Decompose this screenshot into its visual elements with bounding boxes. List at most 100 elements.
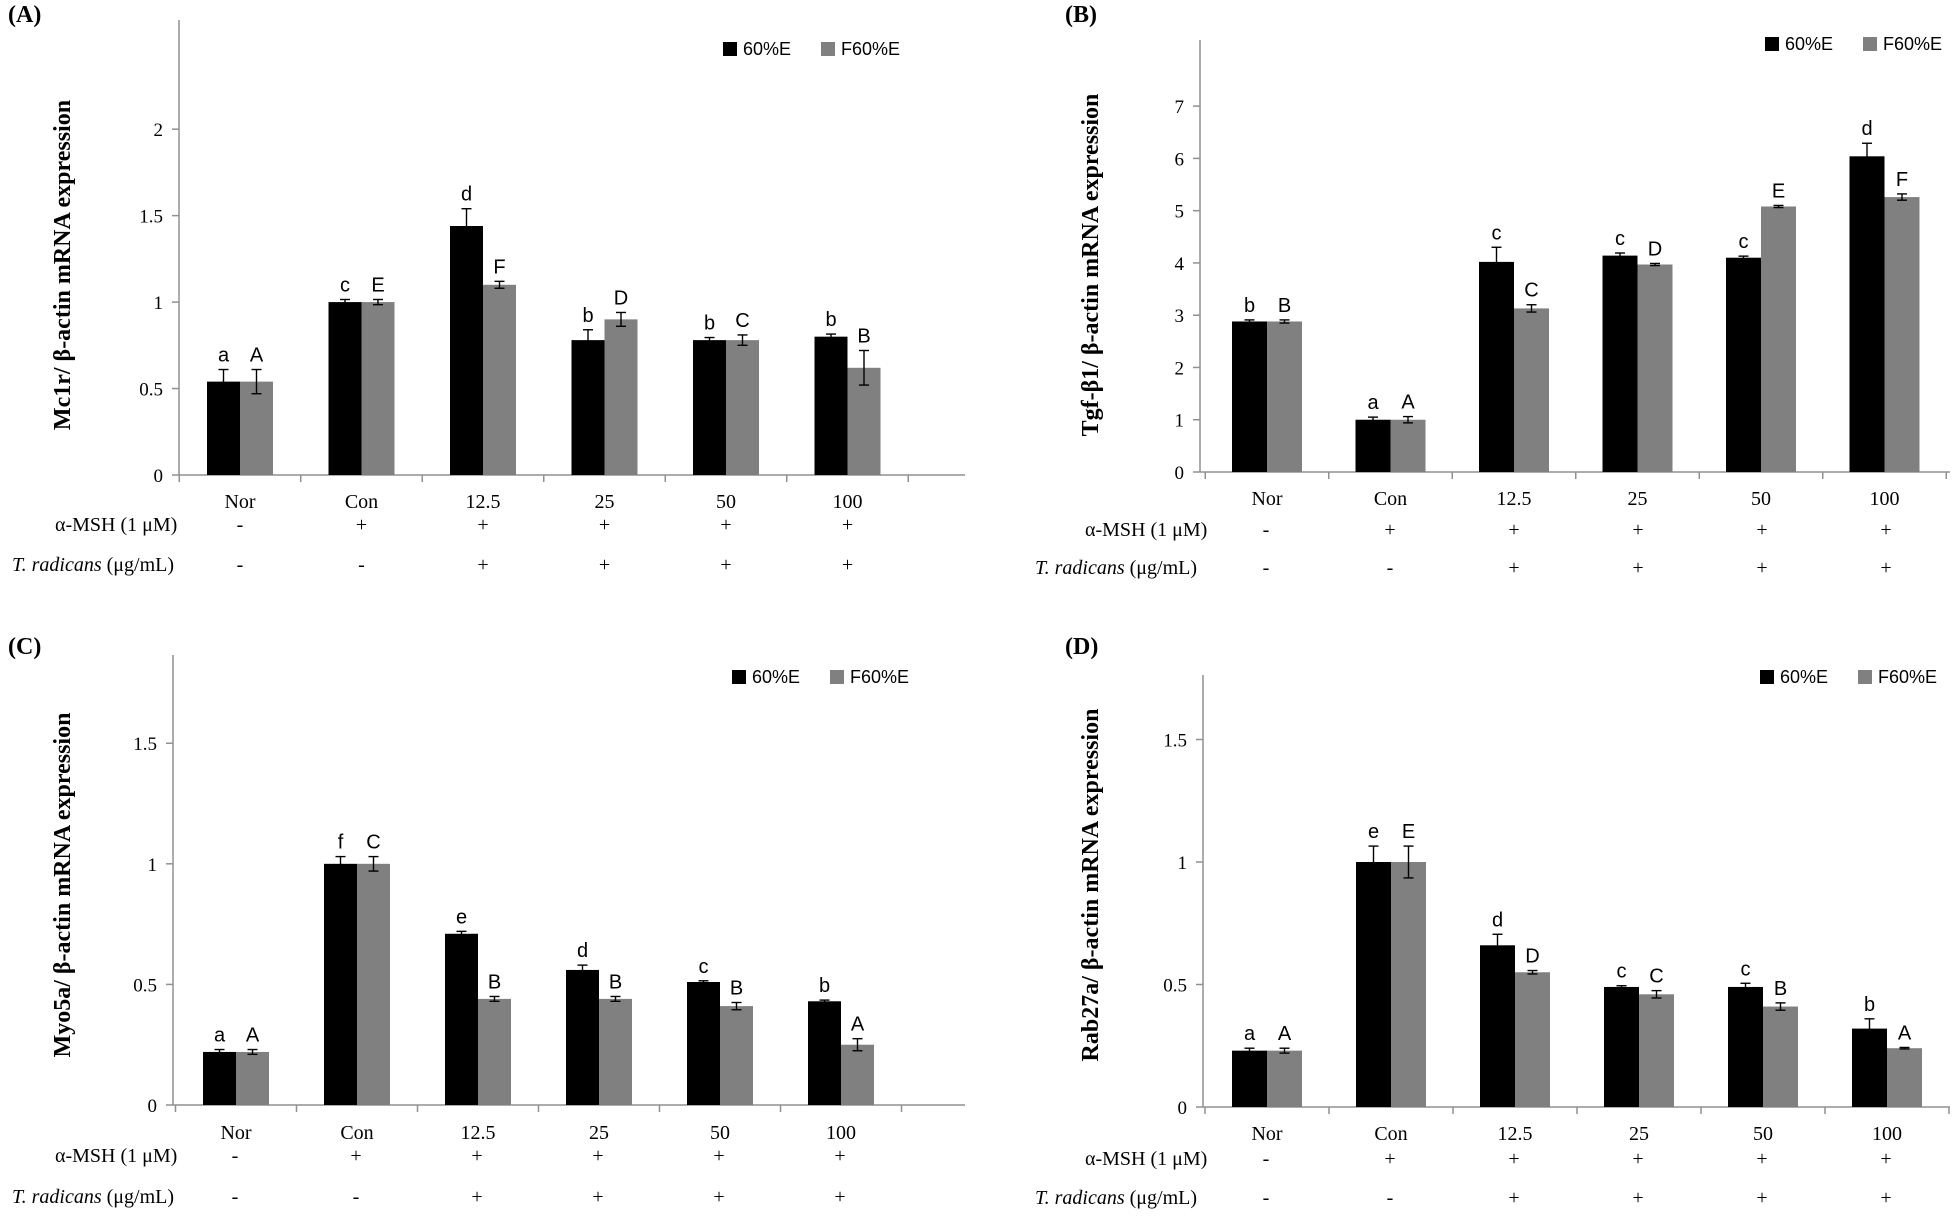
y-tick-label: 0.5 [133,975,157,996]
bar-s2 [1761,206,1796,472]
legend-swatch [1760,670,1774,684]
significance-letter: B [857,326,870,348]
tr-sign: + [1880,1187,1891,1209]
tr-sign: + [834,1186,845,1208]
tr-sign: - [1263,557,1270,579]
bar-s1 [328,302,362,475]
bar-s1 [687,982,720,1105]
tr-row-label: T. radicans (μg/mL) [12,1186,174,1208]
bar-s2 [361,302,395,475]
bar-s1 [566,969,599,1105]
x-tick-label: 25 [589,1122,609,1144]
significance-letter: b [704,313,715,335]
x-tick-label: Nor [220,1122,251,1144]
bar-s1 [1232,1050,1267,1107]
significance-letter: b [825,309,836,331]
bar-s2 [1884,197,1920,472]
tr-row-label: T. radicans (μg/mL) [1035,557,1197,579]
tr-sign: + [713,1186,724,1208]
legend-swatch [1863,37,1877,51]
tr-species-name: T. radicans [1035,1187,1125,1209]
msh-row-label: α-MSH (1 μM) [55,514,177,536]
tr-sign: + [1632,557,1643,579]
x-tick-label: 25 [1628,488,1648,510]
bar-s1 [1852,1028,1887,1107]
y-tick-label: 6 [1175,149,1185,170]
significance-letter: b [582,305,593,327]
x-tick-label: 50 [710,1122,730,1144]
msh-sign: + [1508,1148,1519,1170]
y-axis-label: Tgf-β1/ β-actin mRNA expression [1078,94,1104,437]
msh-sign: + [1632,1148,1643,1170]
bar-s1 [571,340,605,475]
significance-letter: B [1278,295,1291,317]
legend-label: F60%E [841,39,900,59]
bar-s2 [720,1006,753,1105]
x-tick-label: 100 [833,491,863,513]
x-tick-label: 25 [595,491,615,513]
bar-s2 [357,863,390,1105]
tr-sign: + [1756,1187,1767,1209]
msh-sign: + [1384,1148,1395,1170]
tr-row-label: T. radicans (μg/mL) [1035,1187,1197,1209]
tr-sign: + [1880,557,1891,579]
bar-s2 [1887,1048,1922,1107]
x-tick-label: 100 [826,1122,856,1144]
x-tick-label: Con [340,1122,373,1144]
msh-sign: + [592,1145,603,1167]
x-tick-label: 12.5 [1497,488,1532,510]
bar-s1 [814,336,848,475]
tr-sign: - [353,1186,360,1208]
panel-label: (D) [1065,634,1098,660]
significance-letter: C [366,832,380,854]
significance-letter: b [819,975,830,997]
y-tick-label: 1 [148,855,158,876]
bar-s2 [240,381,273,475]
significance-letter: a [218,345,230,367]
x-tick-label: Con [1374,1123,1407,1145]
y-tick-label: 2 [154,120,164,141]
significance-letter: E [1772,180,1785,202]
bar-s2 [1763,1006,1798,1107]
significance-letter: B [609,971,622,993]
y-tick-label: 1.5 [1163,731,1187,752]
bar-s1 [1726,257,1761,472]
x-tick-label: 12.5 [1498,1123,1533,1145]
legend-label: 60%E [752,667,800,687]
x-tick-label: Nor [224,491,255,513]
tr-sign: + [477,554,488,576]
significance-letter: F [493,256,505,278]
significance-letter: C [735,310,749,332]
bar-s2 [1639,994,1674,1107]
msh-sign: + [842,514,853,536]
significance-letter: b [1244,295,1255,317]
tr-unit: (μg/mL) [102,554,174,576]
y-tick-label: 0 [154,466,164,487]
bar-s2 [1267,321,1302,472]
msh-sign: + [471,1145,482,1167]
significance-letter: f [338,832,344,854]
significance-letter: A [851,1014,865,1036]
panel-b: (B) Tgf-β1/ β-actin mRNA expression 0 1 2 3 4 5… [1035,2,1950,579]
tr-species-name: T. radicans [12,554,102,576]
significance-letter: A [250,345,264,367]
x-tick-label: Con [1374,488,1407,510]
tr-row-label: T. radicans (μg/mL) [12,554,174,576]
y-tick-label: 1 [154,293,164,314]
significance-letter: d [1861,118,1872,140]
tr-sign: - [1263,1187,1270,1209]
legend-label: F60%E [1878,667,1937,687]
tr-sign: - [1387,557,1394,579]
tr-sign: + [471,1186,482,1208]
msh-sign: + [350,1145,361,1167]
panel-c: (C) Myo5a/ β-actin mRNA expression 0 0.5 1 1.… [8,634,965,1208]
msh-sign: - [237,514,244,536]
msh-sign: + [356,514,367,536]
significance-letter: e [1368,821,1379,843]
bar-s2 [1390,419,1426,472]
significance-letter: E [371,274,384,296]
msh-sign: + [1756,519,1767,541]
bar-s2 [1637,264,1673,472]
msh-sign: + [1632,519,1643,541]
significance-letter: c [340,274,350,296]
